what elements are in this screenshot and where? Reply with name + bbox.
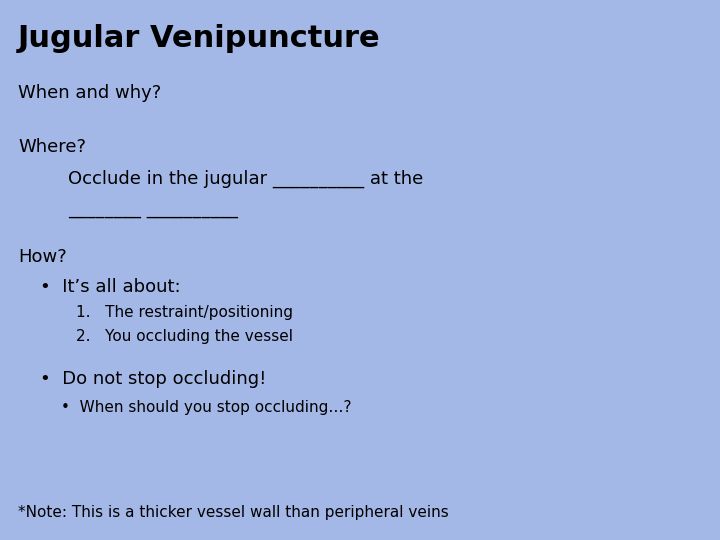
Text: ________ __________: ________ __________ xyxy=(68,200,238,218)
Text: When and why?: When and why? xyxy=(18,84,161,102)
Text: *Note: This is a thicker vessel wall than peripheral veins: *Note: This is a thicker vessel wall tha… xyxy=(18,505,449,520)
Text: Occlude in the jugular __________ at the: Occlude in the jugular __________ at the xyxy=(68,170,423,188)
Text: How?: How? xyxy=(18,248,67,266)
Text: Jugular Venipuncture: Jugular Venipuncture xyxy=(18,24,381,53)
Text: 1.   The restraint/positioning: 1. The restraint/positioning xyxy=(76,305,292,320)
Text: •  It’s all about:: • It’s all about: xyxy=(40,278,180,296)
Text: •  Do not stop occluding!: • Do not stop occluding! xyxy=(40,370,266,388)
Text: 2.   You occluding the vessel: 2. You occluding the vessel xyxy=(76,329,292,345)
Text: Where?: Where? xyxy=(18,138,86,156)
Text: •  When should you stop occluding…?: • When should you stop occluding…? xyxy=(61,400,351,415)
